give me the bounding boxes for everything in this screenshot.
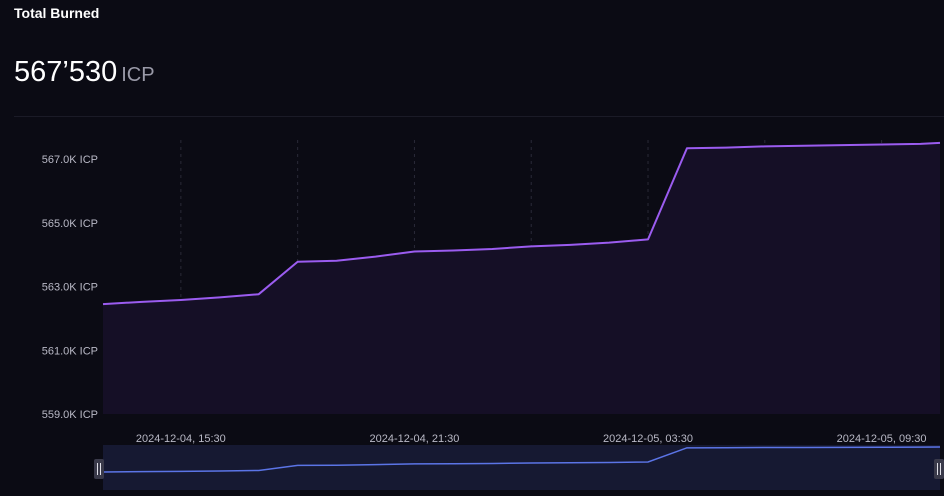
- y-tick-label: 561.0K ICP: [42, 345, 98, 357]
- series-line[interactable]: [102, 141, 941, 306]
- total-unit: ICP: [121, 64, 155, 86]
- x-tick-label: 2024-12-05, 03:30: [603, 433, 693, 445]
- x-tick-label: 2024-12-04, 15:30: [136, 433, 226, 445]
- card-title: Total Burned: [14, 5, 100, 21]
- y-tick-label: 559.0K ICP: [42, 409, 98, 421]
- y-tick-label: 567.0K ICP: [42, 154, 98, 166]
- handle-grip[interactable]: [934, 459, 944, 479]
- y-tick-label: 565.0K ICP: [42, 218, 98, 230]
- y-tick-label: 563.0K ICP: [42, 282, 98, 294]
- divider: [14, 116, 944, 117]
- navigator-left-handle[interactable]: [94, 459, 104, 479]
- total-readout: 567’530 ICP: [14, 56, 155, 89]
- handle-grip[interactable]: [94, 459, 104, 479]
- total-value: 567’530: [14, 56, 118, 88]
- navigator-background[interactable]: [103, 445, 940, 490]
- x-tick-label: 2024-12-04, 21:30: [369, 433, 459, 445]
- navigator-line: [102, 446, 941, 473]
- x-tick-label: 2024-12-05, 09:30: [837, 433, 927, 445]
- series-area: [103, 142, 940, 415]
- navigator-right-handle[interactable]: [934, 459, 944, 479]
